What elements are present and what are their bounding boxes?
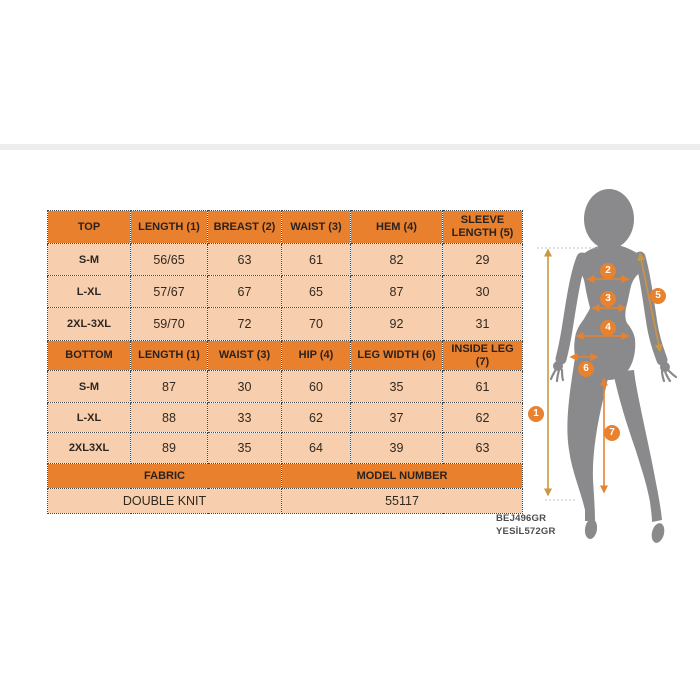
value-cell: 30: [207, 370, 282, 403]
product-codes: BEJ496GR YESİL572GR: [496, 512, 556, 538]
value-cell: 57/67: [130, 275, 208, 308]
top-divider-bar: [0, 144, 700, 150]
value-cell: 33: [207, 402, 282, 433]
table-row: L-XL 88 33 62 37 62: [47, 402, 523, 433]
measure-point-1: 1: [528, 406, 544, 422]
header-cell-length: LENGTH (1): [130, 340, 208, 371]
header-cell-hem: HEM (4): [350, 210, 443, 244]
measurement-figure: 1 2 3 4 5 6 7: [525, 180, 700, 550]
value-cell: 72: [207, 307, 282, 341]
header-cell-waist: WAIST (3): [281, 210, 351, 244]
table-row: 2XL-3XL 59/70 72 70 92 31: [47, 307, 523, 341]
header-cell-hip: HIP (4): [281, 340, 351, 371]
value-cell: 61: [281, 243, 351, 276]
measure-point-5: 5: [650, 288, 666, 304]
header-cell-breast: BREAST (2): [207, 210, 282, 244]
value-cell: 37: [350, 402, 443, 433]
header-cell-bottom: BOTTOM: [47, 340, 131, 371]
size-chart: TOP LENGTH (1) BREAST (2) WAIST (3) HEM …: [47, 210, 523, 514]
fabric-value-cell: DOUBLE KNIT: [47, 488, 282, 514]
value-cell: 29: [442, 243, 523, 276]
measure-point-2: 2: [600, 263, 616, 279]
size-cell: 2XL-3XL: [47, 307, 131, 341]
header-cell-sleeve-length: SLEEVE LENGTH (5): [442, 210, 523, 244]
header-cell-model-number: MODEL NUMBER: [281, 463, 523, 489]
value-cell: 70: [281, 307, 351, 341]
product-code-line: YESİL572GR: [496, 526, 556, 537]
header-cell-leg-width: LEG WIDTH (6): [350, 340, 443, 371]
header-cell-length: LENGTH (1): [130, 210, 208, 244]
value-cell: 35: [350, 370, 443, 403]
size-cell: S-M: [47, 370, 131, 403]
size-chart-table: TOP LENGTH (1) BREAST (2) WAIST (3) HEM …: [47, 210, 523, 514]
table-row: L-XL 57/67 67 65 87 30: [47, 275, 523, 308]
value-cell: 63: [442, 432, 523, 464]
value-cell: 87: [130, 370, 208, 403]
value-cell: 64: [281, 432, 351, 464]
measure-point-4: 4: [600, 320, 616, 336]
header-cell-fabric: FABRIC: [47, 463, 282, 489]
value-cell: 63: [207, 243, 282, 276]
header-cell-waist: WAIST (3): [207, 340, 282, 371]
value-cell: 61: [442, 370, 523, 403]
table-row: 2XL3XL 89 35 64 39 63: [47, 432, 523, 464]
value-cell: 88: [130, 402, 208, 433]
measure-point-7: 7: [604, 425, 620, 441]
size-cell: L-XL: [47, 275, 131, 308]
measure-point-6: 6: [578, 361, 594, 377]
top-header-row: TOP LENGTH (1) BREAST (2) WAIST (3) HEM …: [47, 210, 523, 244]
value-cell: 31: [442, 307, 523, 341]
model-number-value-cell: 55117: [281, 488, 523, 514]
product-code-line: BEJ496GR: [496, 513, 547, 524]
value-cell: 60: [281, 370, 351, 403]
value-cell: 30: [442, 275, 523, 308]
header-cell-inside-leg: INSIDE LEG (7): [442, 340, 523, 371]
bottom-header-row: BOTTOM LENGTH (1) WAIST (3) HIP (4) LEG …: [47, 340, 523, 371]
table-row: S-M 56/65 63 61 82 29: [47, 243, 523, 276]
footer-header-row: FABRIC MODEL NUMBER: [47, 463, 523, 489]
size-cell: L-XL: [47, 402, 131, 433]
size-cell: 2XL3XL: [47, 432, 131, 464]
value-cell: 39: [350, 432, 443, 464]
value-cell: 92: [350, 307, 443, 341]
body-silhouette-image: [537, 189, 678, 543]
value-cell: 87: [350, 275, 443, 308]
footer-value-row: DOUBLE KNIT 55117: [47, 488, 523, 514]
value-cell: 35: [207, 432, 282, 464]
value-cell: 82: [350, 243, 443, 276]
measure-point-3: 3: [600, 291, 616, 307]
header-cell-top: TOP: [47, 210, 131, 244]
value-cell: 59/70: [130, 307, 208, 341]
table-row: S-M 87 30 60 35 61: [47, 370, 523, 403]
value-cell: 89: [130, 432, 208, 464]
silhouette-body: [549, 189, 678, 543]
value-cell: 62: [281, 402, 351, 433]
value-cell: 65: [281, 275, 351, 308]
value-cell: 62: [442, 402, 523, 433]
sleeve-arrow-5: [637, 252, 663, 353]
size-cell: S-M: [47, 243, 131, 276]
value-cell: 67: [207, 275, 282, 308]
value-cell: 56/65: [130, 243, 208, 276]
